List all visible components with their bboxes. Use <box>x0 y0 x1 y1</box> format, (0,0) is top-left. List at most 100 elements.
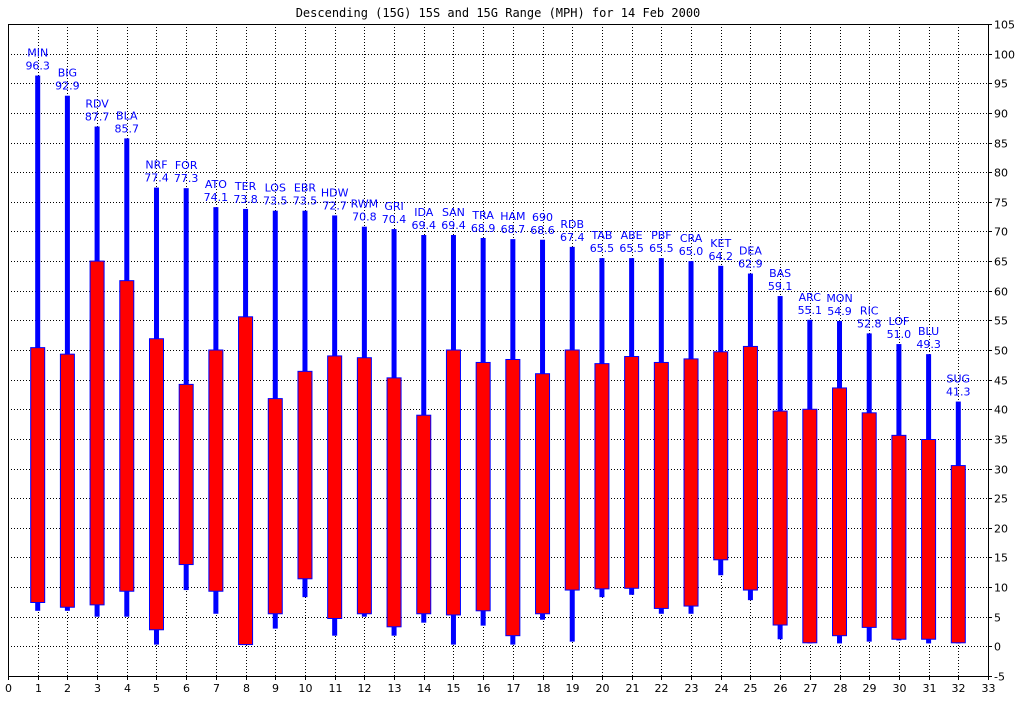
y-tick-label: 15 <box>994 552 1008 565</box>
max-value-label: 67.4 <box>560 231 585 244</box>
x-tick-label: 10 <box>299 682 313 695</box>
x-tick-label: 9 <box>272 682 279 695</box>
sustained-range-bar <box>356 357 372 615</box>
station-code-label: HDW <box>321 186 349 199</box>
max-value-label: 73.8 <box>233 193 258 206</box>
station-code-label: TAB <box>590 229 612 242</box>
y-axis: -5 0 5 10 15 20 25 30 35 40 45 50 55 60 65 70 75 80 85 90 95… <box>988 19 1015 684</box>
x-tick-label: 0 <box>5 682 12 695</box>
x-tick-label: 2 <box>64 682 71 695</box>
station-code-label: BLU <box>918 325 939 338</box>
x-tick-label: 22 <box>655 682 669 695</box>
y-tick-label: 20 <box>994 523 1008 536</box>
max-value-label: 65.0 <box>679 245 704 258</box>
max-value-label: 77.3 <box>174 172 199 185</box>
sustained-range-bar <box>297 370 313 580</box>
y-tick-label: 85 <box>994 138 1008 151</box>
station-code-label: ARC <box>799 291 822 304</box>
max-value-label: 73.5 <box>263 195 288 208</box>
sustained-range-bar <box>772 410 788 626</box>
station-code-label: TER <box>234 180 257 193</box>
max-value-label: 64.2 <box>708 250 733 263</box>
x-tick-label: 26 <box>774 682 788 695</box>
station-code-label: FOR <box>175 159 198 172</box>
max-value-label: 96.3 <box>25 60 50 73</box>
station-code-label: HAM <box>500 210 525 223</box>
x-tick-label: 13 <box>388 682 402 695</box>
x-tick-label: 1 <box>35 682 42 695</box>
sustained-range-bar <box>950 465 966 644</box>
station-code-label: SAN <box>442 206 465 219</box>
y-tick-label: 65 <box>994 256 1008 269</box>
y-tick-label: 45 <box>994 375 1008 388</box>
station-code-label: CRA <box>680 232 703 245</box>
y-tick-label: 0 <box>994 641 1001 654</box>
x-tick-label: 8 <box>243 682 250 695</box>
x-tick-label: 7 <box>213 682 220 695</box>
sustained-range-bar <box>327 355 343 620</box>
sustained-range-bar <box>802 408 818 644</box>
max-value-label: 41.3 <box>946 386 971 399</box>
sustained-range-bar <box>832 387 848 637</box>
max-value-label: 92.9 <box>55 80 80 93</box>
sustained-range-bar <box>178 383 194 566</box>
station-code-label: KET <box>710 237 731 250</box>
x-tick-label: 16 <box>477 682 491 695</box>
x-tick-label: 20 <box>596 682 610 695</box>
sustained-range-bar <box>891 434 907 640</box>
station-code-label: BLA <box>116 109 138 122</box>
station-code-label: SUG <box>947 373 971 386</box>
y-tick-label: 70 <box>994 226 1008 239</box>
station-code-label: 690 <box>532 211 553 224</box>
y-tick-label: 10 <box>994 582 1008 595</box>
x-tick-label: 29 <box>863 682 877 695</box>
x-tick-label: 4 <box>124 682 131 695</box>
max-value-label: 65.5 <box>590 242 615 255</box>
station-code-label: RDB <box>560 218 584 231</box>
x-tick-label: 31 <box>923 682 937 695</box>
x-tick-label: 33 <box>982 682 996 695</box>
y-tick-label: 35 <box>994 434 1008 447</box>
gust-range-bar <box>64 95 70 611</box>
station-code-label: MIN <box>27 47 48 60</box>
x-tick-label: 19 <box>566 682 580 695</box>
sustained-range-bar <box>505 358 521 637</box>
station-code-label: BIG <box>58 67 77 80</box>
sustained-range-bar <box>148 338 164 631</box>
x-tick-label: 14 <box>418 682 432 695</box>
x-tick-label: 15 <box>447 682 461 695</box>
max-value-label: 68.6 <box>530 224 555 237</box>
x-tick-label: 21 <box>626 682 640 695</box>
station-code-label: LOF <box>889 315 910 328</box>
max-value-label: 70.8 <box>352 211 377 224</box>
sustained-range-bar <box>386 377 402 628</box>
station-code-label: TRA <box>471 209 494 222</box>
sustained-range-bar <box>208 349 224 592</box>
max-value-label: 54.9 <box>827 305 852 318</box>
y-tick-label: 60 <box>994 286 1008 299</box>
max-value-label: 72.7 <box>322 199 347 212</box>
max-value-label: 55.1 <box>798 304 823 317</box>
max-value-label: 69.4 <box>441 219 466 232</box>
sustained-range-bar <box>742 345 758 591</box>
max-value-label: 68.9 <box>471 222 496 235</box>
max-value-label: 87.7 <box>85 111 110 124</box>
max-value-label: 68.7 <box>501 223 526 236</box>
y-tick-label: 80 <box>994 167 1008 180</box>
sustained-range-bar <box>861 412 877 628</box>
x-tick-label: 30 <box>893 682 907 695</box>
max-value-label: 73.5 <box>293 195 318 208</box>
sustained-range-bar <box>416 414 432 615</box>
y-tick-label: 5 <box>994 612 1001 625</box>
max-value-label: 49.3 <box>916 338 941 351</box>
max-value-label: 70.4 <box>382 213 407 226</box>
sustained-range-bar <box>119 280 135 592</box>
station-code-label: NRF <box>145 159 167 172</box>
max-value-label: 65.5 <box>649 242 674 255</box>
station-code-label: BAS <box>769 267 791 280</box>
max-value-label: 69.4 <box>412 219 437 232</box>
station-code-label: ABE <box>621 229 643 242</box>
station-code-label: DEA <box>739 245 762 258</box>
sustained-range-bar <box>267 398 283 615</box>
